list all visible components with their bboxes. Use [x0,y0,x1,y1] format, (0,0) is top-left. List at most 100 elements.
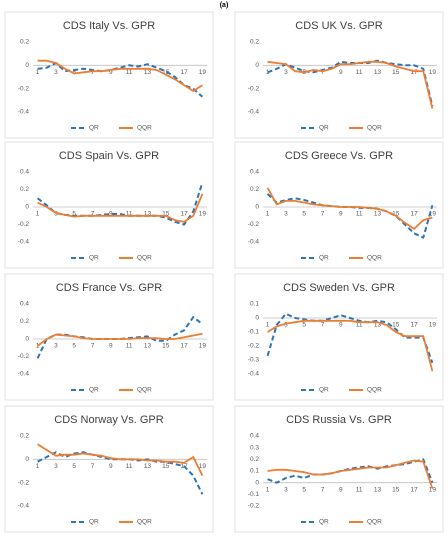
x-tick-label: 17 [180,69,188,76]
y-tick-label: -0.1 [248,329,260,336]
x-tick-label: 11 [356,322,363,329]
x-tick-label: 15 [392,486,400,493]
y-tick-label: -0.1 [248,491,260,498]
y-tick-label: -0.4 [18,503,30,510]
x-tick-label: 3 [54,69,58,76]
x-tick-label: 1 [266,486,270,493]
panel-frame [234,273,444,401]
x-tick-label: 19 [199,69,207,76]
panel-frame [4,11,214,139]
x-tick-label: 19 [429,211,437,218]
legend-label: QQR [137,255,152,262]
legend-label: QR [89,125,99,132]
x-tick-label: 11 [356,211,363,218]
x-tick-label: 1 [36,211,40,218]
panel-frame [234,141,444,269]
x-tick-label: 11 [126,463,133,470]
x-tick-label: 3 [284,69,288,76]
chart-title: CDS Norway Vs. GPR [54,414,163,426]
y-tick-label: -0.4 [18,239,30,246]
x-tick-label: 11 [126,343,133,350]
y-tick-label: 0.4 [20,169,29,176]
y-tick-label: -0.2 [248,85,260,92]
chart-title: CDS Greece Vs. GPR [285,150,393,162]
y-tick-label: -0.2 [18,85,30,92]
x-tick-label: 7 [91,463,95,470]
x-tick-label: 15 [392,69,400,76]
panel-frame [234,405,444,533]
y-tick-label: -0.4 [248,371,260,378]
x-tick-label: 7 [91,69,95,76]
chart-title: CDS France Vs. GPR [56,282,162,294]
x-tick-label: 17 [410,486,418,493]
legend-label: QR [89,519,99,526]
x-tick-label: 17 [410,322,418,329]
panel-frame [4,405,214,533]
y-tick-label: 0.1 [250,468,259,475]
series-line [37,62,204,98]
x-tick-label: 17 [180,211,188,218]
figure-label: (a) [220,2,229,9]
x-tick-label: 5 [302,486,306,493]
x-tick-label: 5 [72,69,76,76]
x-tick-label: 5 [72,463,76,470]
y-tick-label: -0.2 [18,221,30,228]
x-tick-label: 7 [91,343,95,350]
series-line [267,319,434,372]
x-tick-label: 9 [109,69,113,76]
y-tick-label: -0.4 [248,239,260,246]
y-tick-label: -0.4 [18,371,30,378]
series-line [267,459,434,489]
x-tick-label: 9 [339,322,343,329]
legend-label: QQR [137,387,152,394]
series-line [37,443,204,477]
y-tick-label: 0.4 [20,301,29,308]
y-tick-label: -0.3 [248,357,260,364]
y-tick-label: 0.2 [20,39,29,46]
series-line [36,182,204,226]
y-tick-label: -0.2 [248,221,260,228]
y-tick-label: 0.1 [250,301,259,308]
panel-frame [234,11,444,139]
x-tick-label: 9 [339,69,343,76]
y-tick-label: 0 [255,62,259,69]
x-tick-label: 15 [392,322,400,329]
x-tick-label: 17 [410,211,418,218]
legend-label: QQR [367,387,382,394]
y-tick-label: 0.2 [20,433,29,440]
x-tick-label: 5 [302,322,306,329]
y-tick-label: 0 [25,456,29,463]
chart-title: CDS Spain Vs. GPR [59,150,159,162]
series-line [37,59,203,92]
y-tick-label: 0 [25,336,29,343]
x-tick-label: 7 [321,69,325,76]
legend-label: QR [319,255,329,262]
legend-label: QR [319,387,329,394]
y-tick-label: 0 [255,315,259,322]
y-tick-label: -0.4 [248,109,260,116]
series-line [266,193,434,239]
x-tick-label: 19 [429,69,437,76]
y-tick-label: 0.2 [20,318,29,325]
series-line [37,193,204,223]
x-tick-label: 9 [339,486,343,493]
x-tick-label: 3 [284,322,288,329]
x-tick-label: 19 [429,322,437,329]
x-tick-label: 1 [266,322,270,329]
y-tick-label: 0.2 [250,39,259,46]
x-tick-label: 1 [266,211,270,218]
y-tick-label: 0.4 [250,169,259,176]
legend-label: QR [319,519,329,526]
x-tick-label: 3 [54,211,58,218]
legend-label: QR [89,387,99,394]
x-tick-label: 13 [374,486,382,493]
chart-title: CDS Russia Vs. GPR [286,414,392,426]
series-line [267,60,434,109]
x-tick-label: 19 [199,343,207,350]
x-tick-label: 9 [109,211,113,218]
x-tick-label: 5 [302,211,306,218]
x-tick-label: 11 [356,486,363,493]
x-tick-label: 7 [321,211,325,218]
legend-label: QQR [137,519,152,526]
